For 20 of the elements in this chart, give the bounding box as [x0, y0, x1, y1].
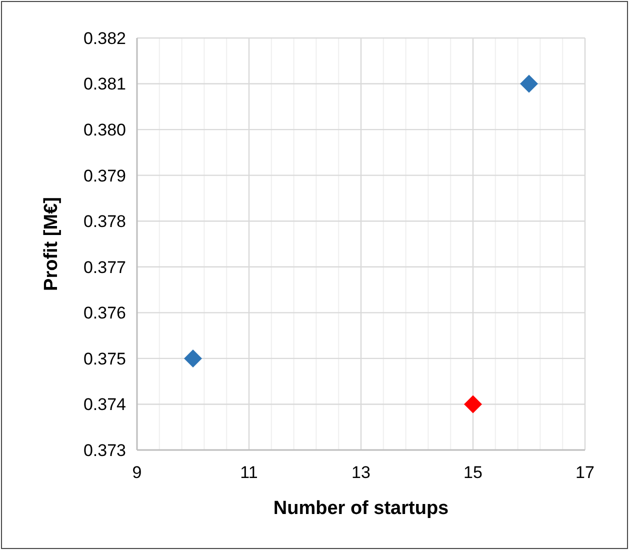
x-tick-label: 15 [464, 463, 482, 482]
x-tick-label: 17 [576, 463, 594, 482]
y-tick-label: 0.377 [83, 258, 126, 277]
x-tick-label: 9 [132, 463, 142, 482]
point [464, 395, 482, 414]
y-tick-label: 0.375 [83, 349, 126, 368]
y-tick-label: 0.378 [83, 212, 126, 232]
y-tick-label: 0.374 [83, 395, 126, 414]
y-tick-label: 0.380 [83, 120, 126, 140]
y-tick-label: 0.381 [83, 74, 126, 94]
point [520, 74, 538, 93]
x-axis-title: Number of startups [273, 498, 449, 519]
x-tick-label: 11 [240, 463, 258, 482]
y-tick-label: 0.382 [83, 28, 126, 48]
y-tick-label: 0.379 [83, 166, 126, 186]
x-tick-label: 13 [352, 463, 370, 482]
y-axis-title: Profit [M€] [41, 197, 62, 291]
y-tick-label: 0.373 [83, 440, 126, 460]
y-tick-label: 0.376 [83, 304, 126, 323]
point [184, 349, 202, 368]
